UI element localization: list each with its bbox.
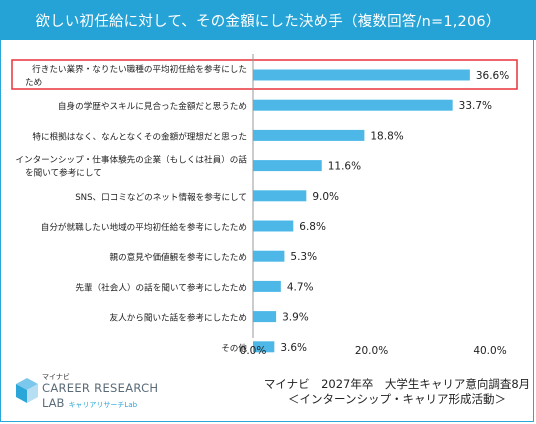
bar-value-label: 4.7% xyxy=(287,281,314,293)
category-label: を聞いて参考にして xyxy=(25,167,102,179)
chart-title: 欲しい初任給に対して、その金額にした決め手（複数回答/n=1,206） xyxy=(0,0,536,40)
bar xyxy=(253,250,285,262)
bar xyxy=(253,190,307,202)
bar xyxy=(253,69,470,81)
category-label: 自分が就職したい地域の平均初任給を参考にしたため xyxy=(41,221,247,233)
logo-main-text: CAREER RESEARCH xyxy=(42,381,159,395)
x-tick-label: 20.0% xyxy=(355,345,388,357)
bar-value-label: 11.6% xyxy=(328,161,361,173)
bar xyxy=(253,99,453,111)
chart-title-text: 欲しい初任給に対して、その金額にした決め手（複数回答/n=1,206） xyxy=(35,13,501,30)
highlight-box xyxy=(11,59,518,90)
category-label: 先輩（社会人）の話を聞いて参考にしたため xyxy=(75,281,247,293)
bar-value-label: 18.8% xyxy=(370,130,403,142)
bar xyxy=(253,311,277,323)
bar-value-label: 6.8% xyxy=(299,221,326,233)
category-label: ため xyxy=(25,77,42,88)
category-label: 特に根拠はなく、なんとなくその金額が理想だと思った xyxy=(32,130,247,142)
category-label: インターンシップ・仕事体験先の企業（もしくは社員）の話 xyxy=(15,154,247,166)
x-tick-label: 40.0% xyxy=(473,345,506,357)
bar xyxy=(253,160,322,172)
bar-value-label: 5.3% xyxy=(290,251,317,263)
source-note: マイナビ 2027年卒 大学生キャリア意向調査8月 ＜インターンシップ・キャリア… xyxy=(262,377,532,407)
source-line-1: マイナビ 2027年卒 大学生キャリア意向調査8月 xyxy=(263,377,531,391)
cube-logo-icon xyxy=(16,378,38,403)
logo-lab-text: LAB xyxy=(42,396,65,410)
career-research-lab-logo: マイナビ CAREER RESEARCH LAB キャリアリサーチLab xyxy=(14,372,164,416)
bar-value-label: 33.7% xyxy=(459,100,492,112)
source-line-2: ＜インターンシップ・キャリア形成活動＞ xyxy=(288,392,506,406)
bar xyxy=(253,341,275,353)
bar-value-label: 3.6% xyxy=(280,342,307,354)
category-label: 行きたい業界・なりたい職種の平均初任給を参考にした xyxy=(32,63,247,75)
x-tick-label: 0.0% xyxy=(240,345,267,357)
bar xyxy=(253,129,365,141)
category-label: SNS、口コミなどのネット情報を参考にして xyxy=(75,191,247,203)
bar xyxy=(253,220,294,232)
category-label: その他 xyxy=(221,342,247,354)
logo-lab-line: LAB キャリアリサーチLab xyxy=(42,396,137,410)
category-label: 自身の学歴やスキルに見合った金額だと思うため xyxy=(58,100,247,112)
category-label: 友人から聞いた話を参考にしたため xyxy=(109,312,247,324)
bar-value-label: 9.0% xyxy=(312,191,339,203)
bar xyxy=(253,280,281,292)
category-label: 親の意見や価値観を参考にしたため xyxy=(109,251,247,263)
logo-sub-text: キャリアリサーチLab xyxy=(68,401,138,409)
bar-value-label: 3.9% xyxy=(282,312,309,324)
logo-brand-text: マイナビ xyxy=(42,373,70,381)
bar-value-label: 36.6% xyxy=(476,70,509,82)
